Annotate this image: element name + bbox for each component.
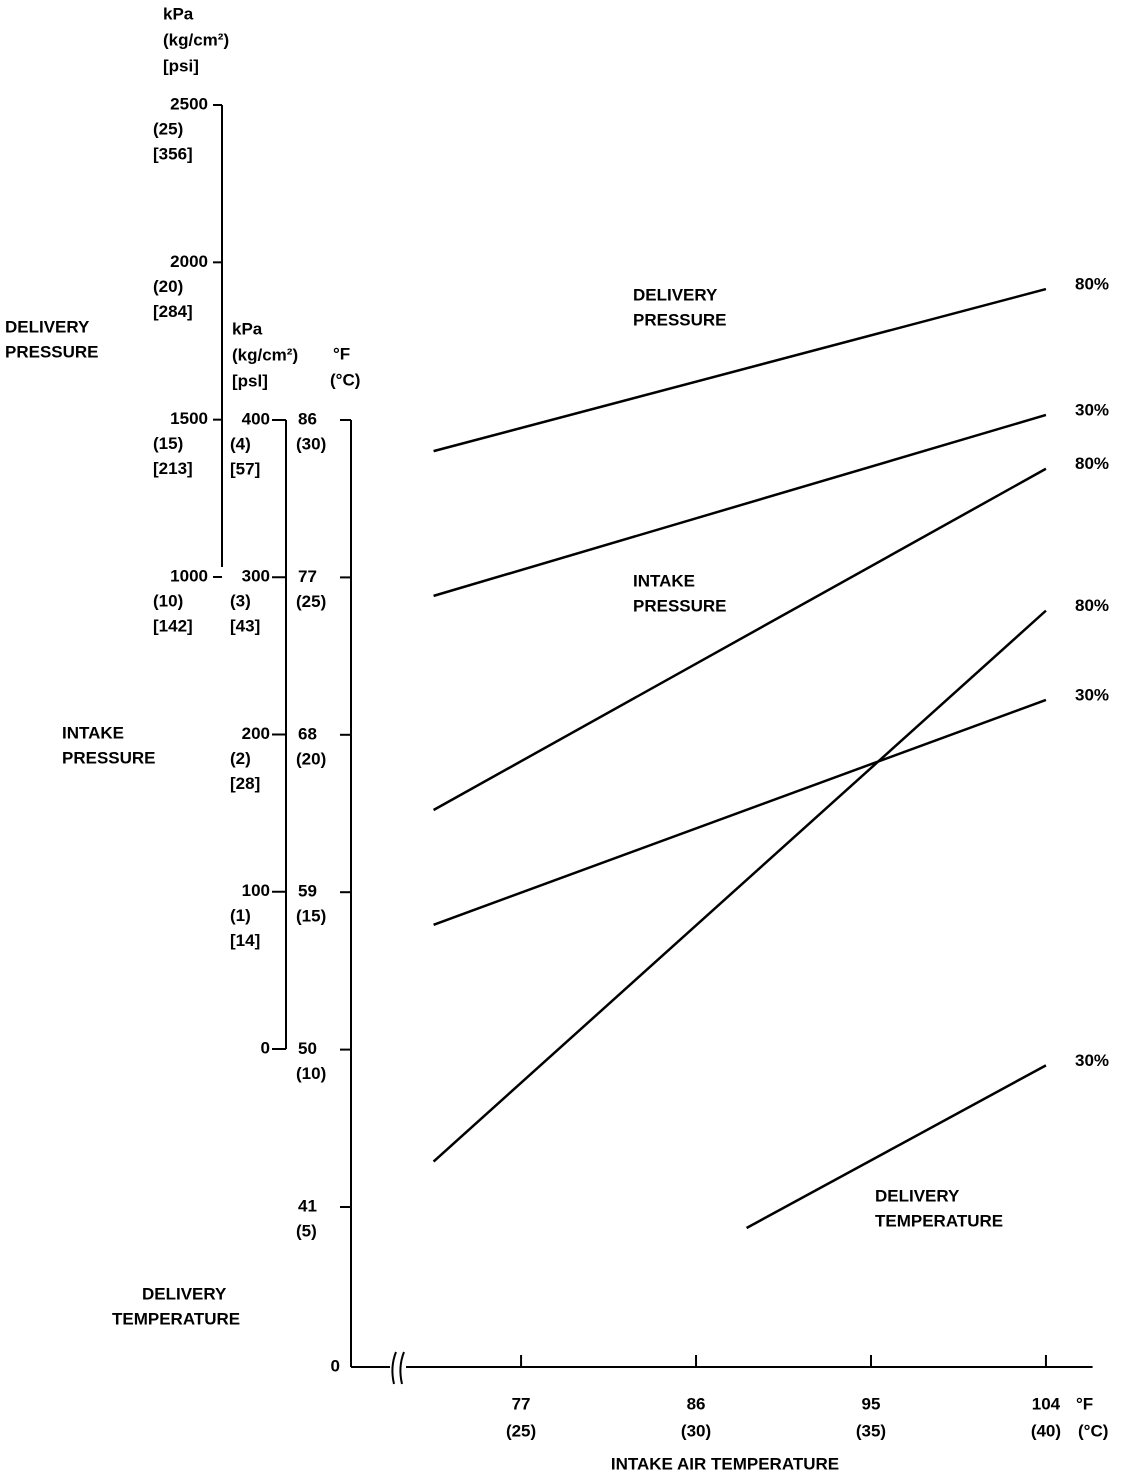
- series-label: 80%: [1075, 454, 1109, 473]
- series-label: 80%: [1075, 275, 1109, 294]
- data-line: [432, 609, 1047, 1163]
- y-axis-unit: °F: [333, 344, 350, 363]
- data-line: [745, 1064, 1047, 1230]
- y-axis-title: PRESSURE: [5, 342, 99, 361]
- y-tick-sublabel: (20): [296, 749, 326, 768]
- y-tick-sublabel: (25): [296, 592, 326, 611]
- annotation: DELIVERY: [633, 285, 718, 304]
- y-tick-label: 41: [298, 1196, 317, 1215]
- y-tick-label: 77: [298, 567, 317, 586]
- y-tick-label: 2500: [170, 94, 208, 113]
- series-label: 30%: [1075, 1051, 1109, 1070]
- x-tick-label: 104: [1032, 1394, 1061, 1413]
- y-tick-sublabel: (1): [230, 906, 251, 925]
- y-tick-sublabel: [142]: [153, 616, 193, 635]
- y-axis-unit: kPa: [163, 4, 194, 23]
- y-tick-sublabel: [356]: [153, 144, 193, 163]
- y-tick-label: 1500: [170, 409, 208, 428]
- y-tick-label: 300: [242, 567, 270, 586]
- x-tick-label: 77: [512, 1394, 531, 1413]
- series-label: 80%: [1075, 596, 1109, 615]
- x-tick-sublabel: (35): [856, 1421, 886, 1440]
- series-label: 30%: [1075, 400, 1109, 419]
- x-tick-label: 86: [687, 1394, 706, 1413]
- y-tick-label: 2000: [170, 252, 208, 271]
- y-tick-sublabel: (10): [153, 591, 183, 610]
- y-tick-sublabel: [14]: [230, 931, 260, 950]
- annotation: INTAKE: [633, 571, 695, 590]
- y-tick-label: 68: [298, 724, 317, 743]
- x-tick-sublabel: (40): [1031, 1421, 1061, 1440]
- y-tick-sublabel: (4): [230, 434, 251, 453]
- axis-break: [391, 1351, 405, 1385]
- y-axis-title: DELIVERY: [5, 317, 90, 336]
- y-tick-sublabel: (5): [296, 1221, 317, 1240]
- x-tick-sublabel: (30): [681, 1421, 711, 1440]
- y-axis-unit: kPa: [232, 319, 263, 338]
- data-line: [433, 698, 1047, 926]
- x-axis-unit: (°C): [1078, 1421, 1108, 1440]
- annotation: PRESSURE: [633, 310, 727, 329]
- y-axis-title: PRESSURE: [62, 748, 156, 767]
- y-tick-sublabel: [284]: [153, 302, 193, 321]
- y-axis-title: INTAKE: [62, 723, 124, 742]
- y-axis-unit: (kg/cm²): [232, 345, 298, 364]
- y-tick-sublabel: (2): [230, 749, 251, 768]
- y-tick-label: 1000: [170, 566, 208, 585]
- data-line: [432, 467, 1047, 812]
- y-tick-label: 59: [298, 882, 317, 901]
- annotation: DELIVERY: [875, 1186, 960, 1205]
- y-axis-unit: (kg/cm²): [163, 30, 229, 49]
- y-tick-label: 100: [242, 881, 270, 900]
- x-axis-unit: °F: [1076, 1394, 1093, 1413]
- y-axis-unit: [psi]: [163, 56, 199, 75]
- x-tick-label: 95: [862, 1394, 881, 1413]
- y-tick-sublabel: [28]: [230, 774, 260, 793]
- y-tick-sublabel: (25): [153, 119, 183, 138]
- y-axis-unit: [psl]: [232, 371, 268, 390]
- y-tick-label: 400: [242, 409, 270, 428]
- y-tick-sublabel: [43]: [230, 617, 260, 636]
- y-tick-sublabel: (10): [296, 1064, 326, 1083]
- y-tick-label: 50: [298, 1039, 317, 1058]
- data-line: [433, 413, 1047, 598]
- y-axis-title: DELIVERY: [142, 1284, 227, 1303]
- y-tick-label: 200: [242, 724, 270, 743]
- y-tick-sublabel: [213]: [153, 459, 193, 478]
- y-origin-label: 0: [331, 1356, 340, 1375]
- annotation: PRESSURE: [633, 596, 727, 615]
- y-tick-label: 0: [261, 1038, 270, 1057]
- y-tick-sublabel: [57]: [230, 459, 260, 478]
- y-tick-sublabel: (20): [153, 277, 183, 296]
- y-axis-title: TEMPERATURE: [112, 1309, 240, 1328]
- y-tick-sublabel: (3): [230, 592, 251, 611]
- annotation: TEMPERATURE: [875, 1211, 1003, 1230]
- y-tick-sublabel: (30): [296, 434, 326, 453]
- data-line: [433, 287, 1047, 453]
- x-axis-title: INTAKE AIR TEMPERATURE: [611, 1454, 839, 1473]
- y-tick-sublabel: (15): [296, 907, 326, 926]
- y-axis-unit: (°C): [330, 370, 360, 389]
- y-tick-sublabel: (15): [153, 434, 183, 453]
- series-label: 30%: [1075, 685, 1109, 704]
- x-tick-sublabel: (25): [506, 1421, 536, 1440]
- y-tick-label: 86: [298, 409, 317, 428]
